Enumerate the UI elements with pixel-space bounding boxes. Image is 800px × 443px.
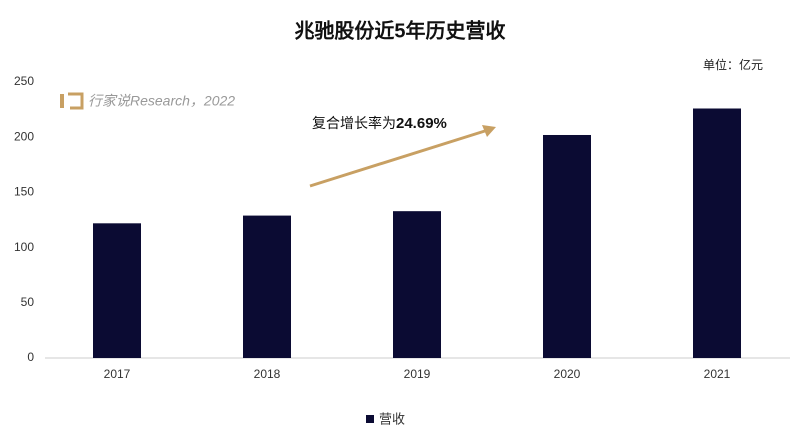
bar [243,215,291,358]
y-tick-label: 150 [14,185,34,199]
y-tick-label: 50 [21,295,35,309]
annotation-highlight: 24.69% [396,115,447,132]
y-tick-label: 100 [14,240,34,254]
x-tick-label: 2019 [404,367,431,381]
annotation: 复合增长率为24.69% [312,115,447,132]
bar [543,134,591,358]
trend-arrow [309,125,496,188]
y-tick-label: 200 [14,129,34,143]
bar [693,108,741,358]
logo [60,92,84,110]
y-tick-label: 0 [27,350,34,364]
x-tick-label: 2018 [254,367,281,381]
y-tick-label: 250 [14,74,34,88]
bar [393,211,441,358]
bar [93,223,141,358]
legend-label: 营收 [379,411,405,426]
unit-label: 单位：亿元 [703,57,763,72]
chart-title: 兆驰股份近5年历史营收 [294,18,505,42]
watermark: 行家说Research，2022 [88,93,235,109]
x-tick-label: 2017 [104,367,131,381]
x-tick-label: 2021 [704,367,731,381]
x-tick-label: 2020 [554,367,581,381]
legend-swatch [366,415,374,423]
annotation-text: 复合增长率为 [312,115,396,131]
